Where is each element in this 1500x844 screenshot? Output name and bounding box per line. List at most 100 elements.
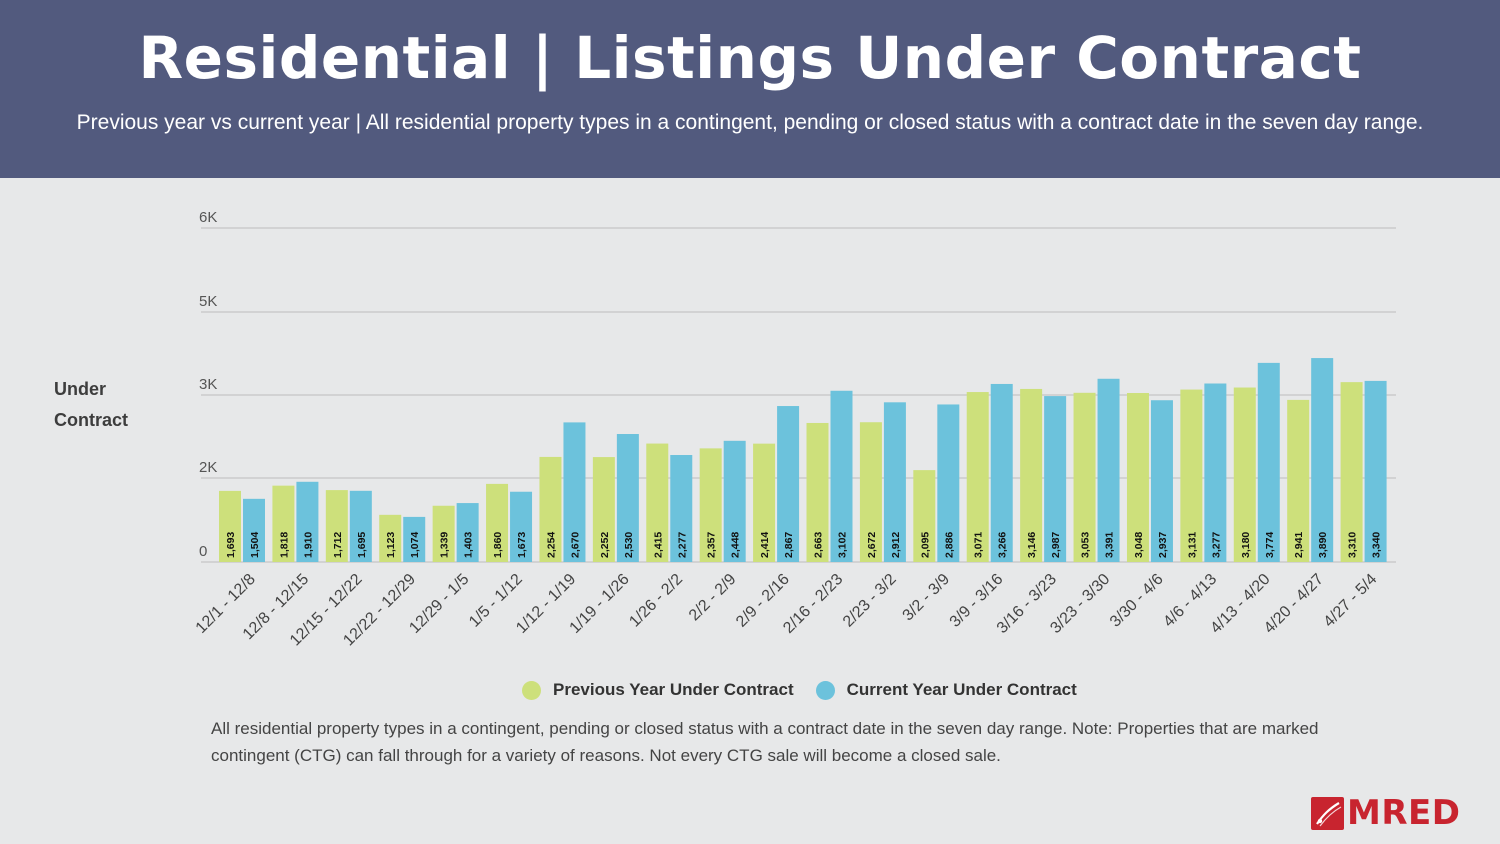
bar-current (777, 406, 800, 562)
data-label: 3,277 (1210, 532, 1222, 558)
bar-current (723, 440, 746, 562)
bar-previous (806, 422, 829, 562)
data-label: 2,357 (706, 532, 718, 558)
bar-current (349, 490, 372, 562)
bar-current (1311, 358, 1334, 562)
bar-previous (592, 457, 615, 562)
data-label: 1,693 (225, 532, 237, 558)
bar-previous (432, 505, 455, 562)
bar-previous (1233, 387, 1256, 562)
bar-current (1044, 396, 1067, 562)
data-label: 3,180 (1240, 532, 1252, 558)
data-label: 2,414 (759, 532, 771, 558)
bar-previous (966, 392, 989, 562)
x-tick-label: 3/30 - 4/6 (1107, 571, 1167, 631)
data-label: 2,867 (783, 532, 795, 558)
data-label: 2,254 (545, 532, 557, 558)
bar-current (563, 422, 586, 562)
chart-legend: Previous Year Under Contract Current Yea… (522, 677, 1099, 703)
bar-previous (539, 456, 562, 562)
footnote: All residential property types in a cont… (211, 719, 1319, 765)
bar-current (1097, 378, 1120, 562)
bar-previous (1020, 388, 1043, 562)
bar-current (830, 390, 853, 562)
data-label: 1,818 (278, 532, 290, 558)
data-label: 2,415 (652, 532, 664, 558)
bar-current (937, 404, 960, 562)
data-label: 3,340 (1371, 532, 1383, 558)
bar-previous (1073, 392, 1096, 562)
bar-previous (1287, 399, 1310, 562)
data-label: 3,146 (1026, 532, 1038, 558)
bar-current (243, 498, 265, 562)
data-label: 1,910 (302, 532, 314, 558)
data-label: 2,277 (676, 532, 688, 558)
legend-item-current: Current Year Under Contract (815, 680, 1077, 700)
legend-label-previous: Previous Year Under Contract (553, 680, 794, 699)
data-label: 1,712 (332, 532, 344, 558)
data-label: 2,448 (730, 532, 742, 558)
x-tick-label: 2/2 - 2/9 (686, 571, 740, 625)
bar-previous (219, 490, 241, 562)
legend-label-current: Current Year Under Contract (846, 680, 1077, 699)
data-label: 3,102 (837, 532, 849, 558)
data-label: 3,310 (1347, 532, 1359, 558)
bar-previous (1126, 393, 1149, 562)
data-label: 1,860 (492, 532, 504, 558)
bar-previous (379, 514, 402, 562)
bar-previous (272, 485, 295, 562)
legend-swatch-current (815, 680, 835, 700)
bar-current (670, 455, 693, 562)
bar-previous (325, 490, 348, 562)
data-label: 3,266 (997, 532, 1009, 558)
data-label: 1,695 (356, 532, 368, 558)
x-tick-label: 3/2 - 3/9 (900, 571, 954, 625)
data-label: 3,053 (1080, 532, 1092, 558)
legend-swatch-previous (522, 680, 541, 700)
y-tick-label: 3K (199, 376, 217, 393)
bar-current (990, 383, 1013, 562)
data-label: 2,672 (866, 532, 878, 558)
bar-current (616, 434, 639, 562)
data-label: 2,670 (569, 532, 581, 558)
y-axis-title: Under Contract (54, 379, 129, 430)
data-label: 2,941 (1293, 532, 1305, 558)
data-label: 3,048 (1133, 532, 1145, 558)
bar-previous (913, 470, 936, 562)
page-title: Residential | Listings Under Contract (138, 24, 1362, 92)
data-label: 2,252 (599, 532, 611, 558)
data-label: 1,403 (463, 532, 475, 558)
legend-item-previous: Previous Year Under Contract (522, 680, 794, 700)
data-label: 3,774 (1264, 532, 1276, 558)
data-label: 3,890 (1317, 532, 1329, 558)
data-label: 3,071 (973, 532, 985, 558)
header-banner: Residential | Listings Under Contract Pr… (0, 0, 1500, 178)
data-label: 3,131 (1186, 532, 1198, 558)
x-tick-label: 2/23 - 3/2 (840, 571, 900, 631)
bar-previous (646, 443, 669, 562)
data-label: 1,074 (409, 532, 421, 558)
logo-mark-icon (1311, 796, 1344, 830)
bar-current (1364, 380, 1387, 562)
bar-current (456, 503, 479, 562)
data-label: 2,663 (813, 532, 825, 558)
data-label: 2,987 (1050, 532, 1062, 558)
data-label: 1,339 (439, 532, 451, 558)
bar-current (296, 481, 319, 562)
mred-logo: MRED (1311, 796, 1460, 830)
bar-previous (859, 422, 882, 562)
bar-previous (753, 443, 776, 562)
bar-previous (1180, 389, 1203, 562)
bar-current (1150, 400, 1173, 562)
bar-previous (486, 483, 509, 562)
data-label: 1,123 (385, 532, 397, 558)
y-tick-label: 0 (199, 543, 207, 560)
bar-previous (1340, 382, 1363, 562)
data-label: 1,504 (249, 532, 261, 558)
bar-current (510, 491, 533, 562)
bar-previous (699, 448, 722, 562)
bar-current (1204, 383, 1227, 562)
data-label: 3,391 (1104, 532, 1116, 558)
y-tick-label: 2K (199, 459, 217, 476)
